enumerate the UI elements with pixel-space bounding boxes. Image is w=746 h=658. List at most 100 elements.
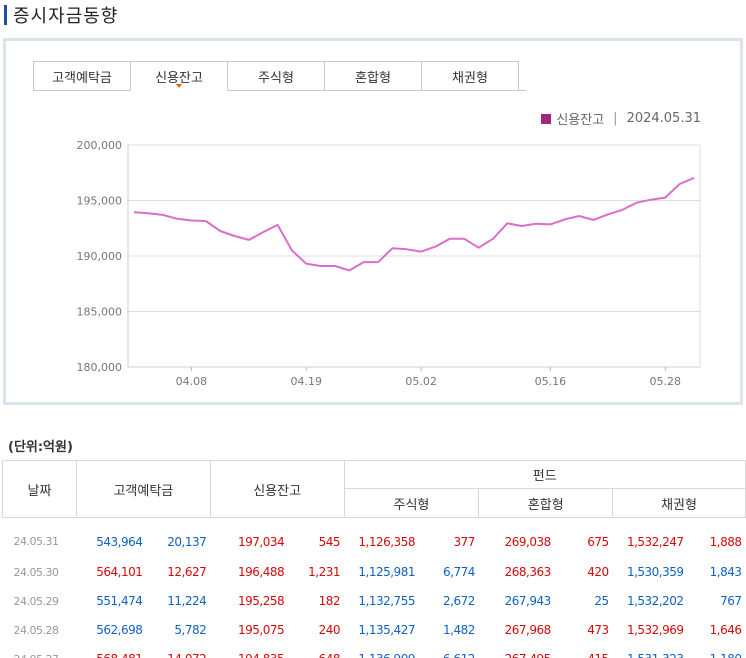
title-accent-bar [4,5,7,25]
cell-deposit-change: 11,224 [167,594,207,608]
x-tick-label: 04.08 [176,375,208,388]
cell-stock-value: 1,135,427 [358,623,415,637]
header-mixed: 혼합형 [478,488,614,518]
row-date: 24.05.30 [13,565,59,579]
tab-deposit[interactable]: 고객예탁금 [33,61,131,91]
credit-balance-line-chart: 180,000 185,000 190,000 195,000 200,000 04.08… [77,139,701,388]
cell-mixed-value: 267,968 [504,623,552,637]
cell-bond-change: 1,180 [688,645,746,658]
cell-credit-change: 545 [318,534,341,549]
cell-credit-value: 196,488 [238,565,285,579]
tab-bond-label: 채권형 [452,70,488,86]
cell-credit-change: 240 [318,623,341,637]
chart-panel: 고객예탁금 신용잔고 주식형 혼합형 채권형 신용잔고 | 2024.05.31… [3,38,743,405]
cell-bond-value: 1,532,247 [626,534,684,549]
cell-bond-change: 1,888 [709,534,742,549]
legend-date: 2024.05.31 [626,111,701,126]
cell-mixed-change: 25 [594,594,609,608]
cell-credit-value: 197,034 [238,534,285,549]
cell-credit-value: 195,258 [238,594,285,608]
y-tick-label: 200,000 [77,139,123,152]
x-tick-label: 05.28 [650,375,682,388]
header-bond: 채권형 [612,488,746,518]
tab-mixed-label: 혼합형 [355,70,391,86]
table-row: 24.05.28 562,698 5,782 195,075 240 1,135,427 1… [3,616,746,645]
cell-credit-change: 648 [288,645,344,658]
cell-mixed-change: 473 [587,623,609,637]
cell-mixed-value: 267,495 [479,645,555,658]
cell-mixed-value: 268,363 [504,565,552,579]
row-date: 24.05.29 [13,594,59,608]
cell-stock-change: 377 [453,534,475,549]
cell-mixed-value: 267,943 [504,594,552,608]
cell-stock-value: 1,132,755 [358,594,415,608]
legend-swatch [541,113,552,124]
header-fund: 펀드 [343,460,746,489]
cell-bond-value: 1,532,202 [626,594,684,608]
tab-bar: 고객예탁금 신용잔고 주식형 혼합형 채권형 [33,61,519,91]
y-tick-label: 185,000 [77,306,123,319]
row-date: 24.05.31 [13,535,59,549]
cell-bond-value: 1,530,359 [626,565,684,579]
cell-deposit-change: 5,782 [174,623,207,637]
cell-credit-value: 194,835 [210,645,288,658]
table-body: 24.05.31 543,964 20,137 197,034 545 1,126,358… [3,518,746,658]
cell-stock-value: 1,125,981 [358,565,415,579]
tab-stock-label: 주식형 [258,70,294,86]
y-tick-label: 195,000 [77,195,123,208]
table-row: 24.05.27568,48114,072194,8356481,136,909… [3,645,746,658]
header-stock: 주식형 [343,488,480,518]
cell-stock-change: 2,672 [443,594,475,608]
cell-stock-change: 6,612 [419,645,479,658]
series-line-credit-balance [133,176,695,272]
active-tab-caret-icon [176,84,182,88]
cell-deposit-change: 20,137 [167,534,207,549]
cell-credit-change: 182 [318,594,341,608]
cell-stock-value: 1,136,909 [344,645,419,658]
x-tick-label: 04.19 [291,375,323,388]
cell-stock-change: 6,774 [443,565,475,579]
cell-bond-change: 1,646 [709,623,742,637]
cell-deposit-value: 564,101 [96,565,143,579]
page-title-text: 증시자금동향 [13,6,119,27]
cell-bond-change: 1,843 [709,565,742,579]
cell-deposit-value: 543,964 [96,534,143,549]
tab-bond[interactable]: 채권형 [421,61,519,91]
cell-deposit-value: 551,474 [96,594,143,608]
x-tick-label: 05.02 [405,375,437,388]
row-date: 24.05.27 [3,645,77,658]
cell-mixed-change: 420 [587,565,609,579]
header-deposit: 고객예탁금 [75,460,211,518]
cell-deposit-change: 14,072 [146,645,210,658]
table-row: 24.05.30 564,101 12,627 196,488 1,231 1,125,9… [3,558,746,587]
y-tick-label: 190,000 [77,250,123,263]
cell-mixed-value: 269,038 [504,534,552,549]
cell-credit-change: 1,231 [308,565,341,579]
tab-stock[interactable]: 주식형 [227,61,325,91]
row-date: 24.05.28 [13,623,59,637]
tab-deposit-label: 고객예탁금 [52,70,112,86]
tab-credit-label: 신용잔고 [155,70,203,86]
cell-deposit-value: 562,698 [96,623,143,637]
legend-separator: | [613,111,618,126]
cell-bond-value: 1,531,323 [613,645,688,658]
table-row: 24.05.29 551,474 11,224 195,258 182 1,132,755… [3,587,746,616]
chart-legend: 신용잔고 | 2024.05.31 [541,109,701,128]
tab-credit[interactable]: 신용잔고 [130,61,228,91]
cell-stock-change: 1,482 [443,623,475,637]
cell-stock-value: 1,126,358 [358,534,415,549]
cell-mixed-change: 675 [587,534,609,549]
y-tick-label: 180,000 [77,361,123,374]
tabs-underline [33,90,526,91]
cell-bond-change: 767 [720,594,742,608]
cell-credit-value: 195,075 [238,623,285,637]
legend-series-label: 신용잔고 [556,113,605,128]
cell-bond-value: 1,532,969 [626,623,684,637]
page-title: 증시자금동향 [4,2,118,28]
cell-mixed-change: 415 [555,645,613,658]
cell-deposit-change: 12,627 [167,565,207,579]
fund-flow-table: 날짜 고객예탁금 신용잔고 펀드 주식형 혼합형 채권형 24.05.31 543… [2,460,746,658]
header-date: 날짜 [2,460,77,518]
x-tick-label: 05.16 [535,375,567,388]
table-row: 24.05.31 543,964 20,137 197,034 545 1,126,358… [3,518,746,558]
